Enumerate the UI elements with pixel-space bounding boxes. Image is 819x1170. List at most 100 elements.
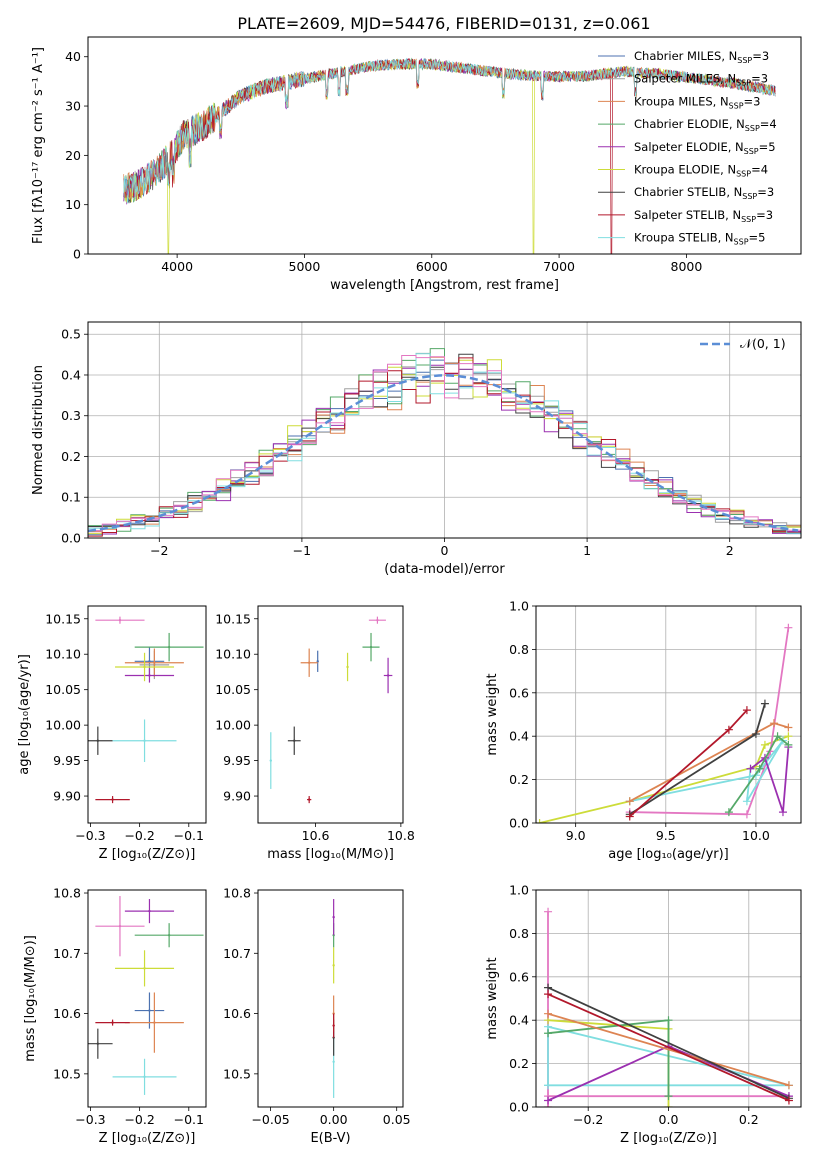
weight-marker (755, 764, 764, 773)
legend-entry-subscript: SSP (736, 79, 751, 88)
x-tick-label: 8000 (671, 259, 703, 274)
legend-entry-subscript: SSP (741, 215, 756, 224)
y-axis-label: Flux [fλ10⁻¹⁷ erg cm⁻² s⁻¹ A⁻¹] (31, 47, 46, 244)
y-tick-label: 10.15 (45, 611, 81, 626)
y-tick-label: 0.6 (509, 969, 529, 984)
y-tick-label: 10.5 (223, 1066, 251, 1081)
y-tick-label: 0.0 (61, 531, 81, 546)
y-tick-label: 0.2 (509, 772, 529, 787)
legend-entry-subscript: SSP (729, 101, 744, 110)
weight-marker (784, 740, 793, 749)
legend-entry: 𝒩(0, 1) (740, 336, 786, 351)
legend-entry-label: Kroupa ELODIE, N (634, 163, 736, 177)
x-tick-label: 0.2 (739, 1112, 759, 1127)
y-tick-label: 0.6 (509, 685, 529, 700)
y-tick-label: 0.1 (61, 490, 81, 505)
legend-entry-subscript: SSP (736, 170, 751, 179)
figure-title: PLATE=2609, MJD=54476, FIBERID=0131, z=0… (237, 14, 650, 33)
legend-entry-subscript: SSP (745, 124, 760, 133)
plot-area (536, 623, 793, 823)
weight-marker (746, 764, 755, 773)
errorbar-point (96, 1042, 100, 1045)
y-tick-label: 10.5 (53, 1066, 81, 1081)
mass-weight-vs-metallicity-panel: −0.2 0.0 0.2 0.0 0.2 0.4 0.6 0.8 1.0 Z [log₁₀(Z/Z… (485, 883, 802, 1146)
errorbar-point (167, 934, 171, 937)
spectrum-line-8 (123, 57, 776, 204)
errorbar-point (346, 665, 349, 669)
x-axis-label: wavelength [Angstrom, rest frame] (330, 278, 559, 293)
y-tick-label: 10.6 (223, 1006, 251, 1021)
weight-marker (784, 732, 793, 741)
legend-entry-subscript: SSP (744, 147, 759, 156)
legend-entry-subscript: SSP (734, 238, 749, 247)
x-tick-label: 0.0 (659, 1112, 679, 1127)
errorbar-point (148, 674, 151, 677)
axes-frame (87, 889, 207, 1108)
weight-marker (536, 819, 544, 823)
y-tick-label: 10.00 (215, 718, 251, 733)
y-tick-label: 1.0 (509, 883, 529, 898)
weight-marker (544, 1009, 553, 1018)
legend-entry-label: Salpeter STELIB, N (634, 208, 741, 222)
x-tick-label: 6000 (416, 259, 448, 274)
legend-entry-count: =3 (757, 185, 774, 199)
weight-marker (544, 1096, 553, 1105)
y-tick-label: 10.00 (45, 718, 81, 733)
y-tick-label: 1.0 (509, 599, 529, 614)
legend-entry-count: =3 (751, 72, 768, 86)
weight-marker (742, 797, 751, 806)
x-tick-label: 9.5 (656, 828, 676, 843)
legend-entry: Salpeter ELODIE, NSSP=5 (634, 140, 776, 156)
y-tick-label: 10.7 (53, 946, 81, 961)
x-tick-label: 0 (441, 543, 449, 558)
errorbar-point (332, 1060, 335, 1063)
x-tick-label: 0.05 (383, 1112, 411, 1127)
y-tick-label: 0.0 (509, 1100, 529, 1115)
mass-weight-vs-age-panel: 9.0 9.5 10.0 0.0 0.2 0.4 0.6 0.8 1.0 age [log₁₀(a… (485, 599, 802, 862)
weight-marker (784, 1081, 793, 1090)
errorbar-point (143, 665, 146, 669)
y-axis-label: age [log₁₀(age/yr)] (17, 654, 32, 775)
plot-area (88, 616, 204, 804)
plot-area (88, 348, 801, 538)
weight-line-9 (629, 627, 790, 816)
errorbar-point (143, 739, 146, 742)
x-tick-label: −0.2 (573, 1112, 603, 1127)
legend-entry-subscript: SSP (742, 192, 757, 201)
axes-frame (535, 605, 802, 824)
legend-entry: Chabrier MILES, NSSP=3 (634, 49, 769, 65)
errorbar-point (111, 1021, 114, 1024)
y-tick-label: 10.05 (215, 682, 251, 697)
legend-entry: Chabrier STELIB, NSSP=3 (634, 185, 774, 201)
legend-entry-label: Kroupa MILES, N (634, 94, 729, 108)
weight-line-6 (547, 986, 790, 1100)
plot-area (123, 57, 776, 254)
weight-line-3 (728, 734, 789, 813)
errorbar-point (148, 909, 151, 913)
axes-frame (87, 36, 802, 255)
errorbar-point (143, 967, 146, 970)
legend-entry-label: Chabrier MILES, N (634, 49, 737, 63)
y-tick-label: 0.8 (509, 642, 529, 657)
errorbar-point (307, 661, 311, 664)
y-tick-label: 0.4 (509, 729, 529, 744)
plot-area (332, 899, 335, 1098)
y-tick-label: 10.6 (53, 1006, 81, 1021)
errorbar-point (332, 915, 335, 919)
plot-area (544, 907, 793, 1107)
x-tick-label: −0.1 (174, 1112, 204, 1127)
legend-entry: Salpeter MILES, NSSP=3 (634, 72, 768, 88)
y-tick-label: 0.4 (509, 1013, 529, 1028)
axes-frame (87, 605, 207, 824)
weight-marker (544, 907, 553, 916)
y-tick-label: 9.90 (53, 789, 81, 804)
y-tick-label: 10.8 (53, 886, 81, 901)
y-tick-label: 0.2 (61, 449, 81, 464)
errorbar-point (148, 660, 151, 663)
y-tick-label: 0.0 (509, 816, 529, 831)
weight-marker (664, 1103, 673, 1107)
x-tick-label: −0.3 (75, 828, 105, 843)
x-tick-label: −2 (150, 543, 168, 558)
histogram-step-9 (88, 355, 801, 538)
